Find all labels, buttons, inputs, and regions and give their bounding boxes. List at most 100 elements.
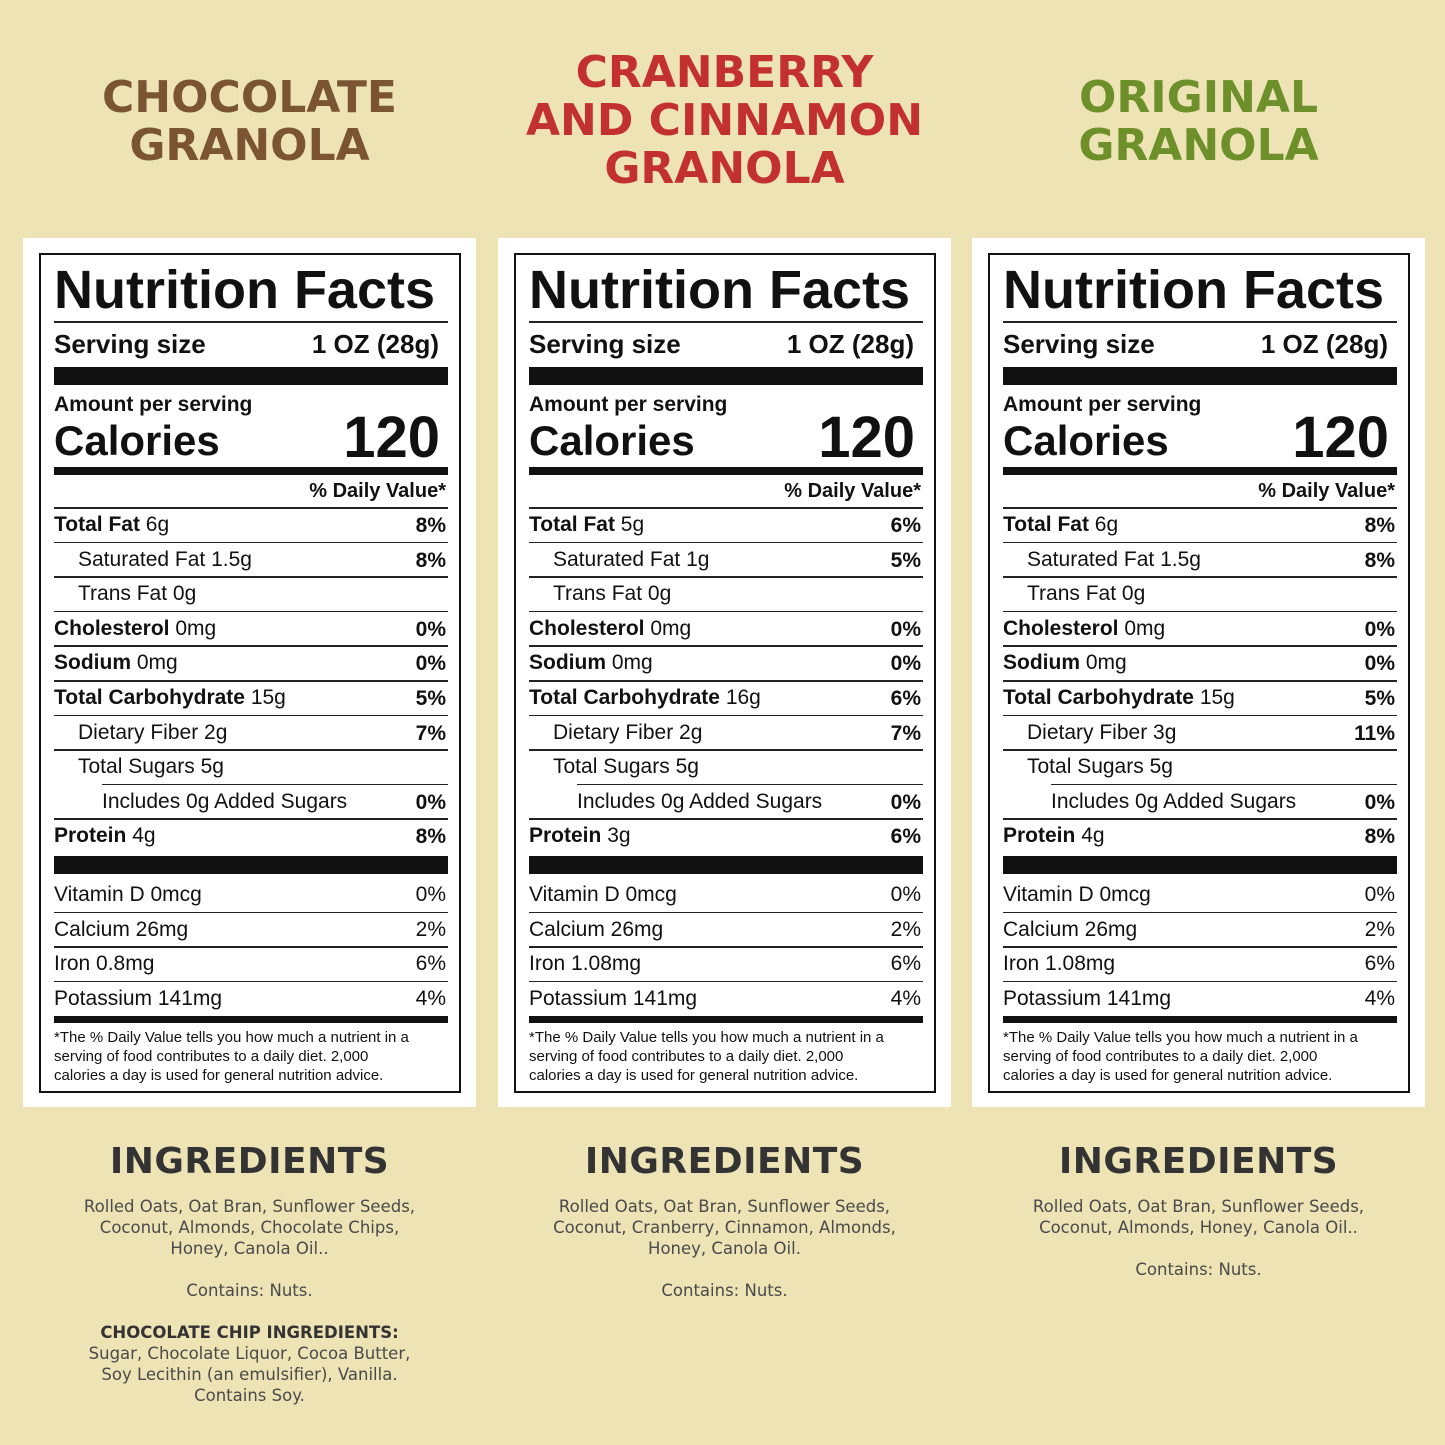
title-line: GRANOLA [1078,120,1319,171]
footnote-line: serving of food contributes to a daily d… [529,1048,844,1066]
row-rule [529,818,923,820]
nutrient-amount: 3g [607,824,631,848]
nutrient-amount: 0mg [175,616,217,640]
nutrient-dv: 11% [1354,721,1395,745]
title-line: ORIGINAL [1078,72,1319,123]
ingredients-line: Coconut, Almonds, Honey, Canola Oil.. [1039,1218,1358,1237]
row-rule [1003,680,1397,682]
nutrient-amount: 0mg [136,651,178,675]
nutrient-dv: 8% [415,825,446,849]
vitamin-name: Iron 0.8mg [54,952,155,976]
row-rule [54,911,448,914]
nutrient-row: Protein 3g [529,820,631,851]
vitamin-name: Potassium 141mg [54,986,223,1010]
nutrient-amount: 0mg [611,651,653,675]
nutrient-dv: 8% [1364,514,1395,537]
thick-bar [54,367,448,385]
row-rule [1003,980,1397,983]
vitamin-name: Vitamin D 0mcg [54,883,202,906]
nutrient-dv: 6% [890,687,921,710]
nutrient-dv: 0% [1364,617,1395,641]
row-rule [529,980,923,983]
extra-line: Contains Soy. [194,1386,305,1405]
row-rule [54,749,448,751]
vitamin-name: Potassium 141mg [529,986,698,1010]
ingredients: INGREDIENTS Rolled Oats, Oat Bran, Sunflo… [498,1140,951,1301]
ingredients: INGREDIENTS Rolled Oats, Oat Bran, Sunflo… [23,1140,476,1406]
nutrient-name: Cholesterol [1003,616,1119,640]
serving-label: Serving size [54,329,206,359]
extra-line: Sugar, Chocolate Liquor, Cocoa Butter, [88,1344,411,1363]
nutrient-name: Dietary Fiber [553,720,674,744]
nutrient-name: Sodium [54,651,131,675]
vitamin-name: Iron 1.08mg [1003,952,1116,976]
footnote-line: *The % Daily Value tells you how much a … [1003,1029,1358,1047]
vitamin-name: Calcium 26mg [1003,917,1138,941]
nutrient-dv: 0% [415,790,446,814]
nf-heading: Nutrition Facts [54,260,436,320]
row-rule [529,507,923,509]
row-rule [1003,749,1397,751]
nutrient-row: Sodium 0mg [54,647,178,678]
footnote-line: serving of food contributes to a daily d… [54,1048,369,1066]
extra-line: Soy Lecithin (an emulsifier), Vanilla. [101,1365,398,1384]
row-rule [529,680,923,682]
medium-bar [529,467,923,475]
row-rule [1003,576,1397,578]
nutrition-panel: Nutrition Facts Serving size 1 OZ (28g) Amo… [972,238,1425,1107]
row-rule [1003,507,1397,509]
nutrient-row: Cholesterol 0mg [1003,613,1165,644]
nutrient-row: Dietary Fiber 2g [553,717,702,748]
row-rule [54,980,448,983]
nutrient-row: Total Sugars 5g [1027,751,1173,782]
row-rule [54,946,448,948]
row-rule [1003,714,1397,717]
nutrient-name: Dietary Fiber [1027,720,1148,744]
nutrient-dv: 5% [1364,687,1395,710]
nutrient-row: Protein 4g [1003,820,1105,851]
nutrient-dv: 6% [890,825,921,849]
nutrient-name: Trans Fat [1027,582,1117,606]
nutrient-dv: 7% [415,721,446,745]
row-rule [529,749,923,751]
nutrient-name: Protein [54,824,127,848]
product-title: CRANBERRY AND CINNAMON GRANOLA [498,49,951,193]
nutrient-name: Total Sugars [553,755,670,779]
serving-label: Serving size [1003,329,1155,359]
nutrient-row: Cholesterol 0mg [529,613,691,644]
nutrient-name: Protein [529,824,602,848]
row-rule [54,645,448,647]
nutrient-name: Total Fat [54,513,140,536]
nutrient-amount: 1.5g [211,547,252,571]
nutrient-amount: 2g [679,720,703,744]
title-line: AND CINNAMON [525,95,924,146]
thick-bar [1003,367,1397,385]
amount-per-serving: Amount per serving [1003,393,1202,416]
footnote: *The % Daily Value tells you how much a … [1003,1028,1358,1085]
row-rule [102,783,448,786]
nutrient-name: Total Fat [529,513,615,536]
nutrient-dv: 0% [1364,652,1395,676]
nutrient-name: Total Carbohydrate [54,686,245,709]
nutrient-row: Total Carbohydrate 16g [529,682,761,713]
nutrient-dv: 8% [1364,548,1395,572]
nutrient-dv: 0% [890,617,921,641]
nutrient-row: Total Sugars 5g [78,751,224,782]
nutrient-amount: 15g [250,686,286,709]
nutrition-box: Nutrition Facts Serving size 1 OZ (28g) Amo… [39,253,461,1093]
nutrient-name: Dietary Fiber [78,720,199,744]
nutrient-name: Trans Fat [553,582,643,606]
nutrient-name: Protein [1003,824,1076,848]
nutrient-amount: 5g [620,513,645,536]
vitamin-dv: 2% [890,917,921,941]
title-line: CHOCOLATE [102,72,397,123]
nutrient-row: Includes 0g Added Sugars [577,786,822,817]
nutrition-panel: Nutrition Facts Serving size 1 OZ (28g) Amo… [23,238,476,1107]
contains: Contains: Nuts. [1135,1260,1262,1279]
nutrient-row: Total Fat 5g [529,509,644,540]
nutrient-amount: 4g [1081,824,1105,848]
serving-value: 1 OZ (28g) [311,329,439,359]
footnote-line: *The % Daily Value tells you how much a … [529,1029,884,1047]
calories-value: 120 [1292,405,1389,470]
nutrient-name: Cholesterol [54,616,170,640]
